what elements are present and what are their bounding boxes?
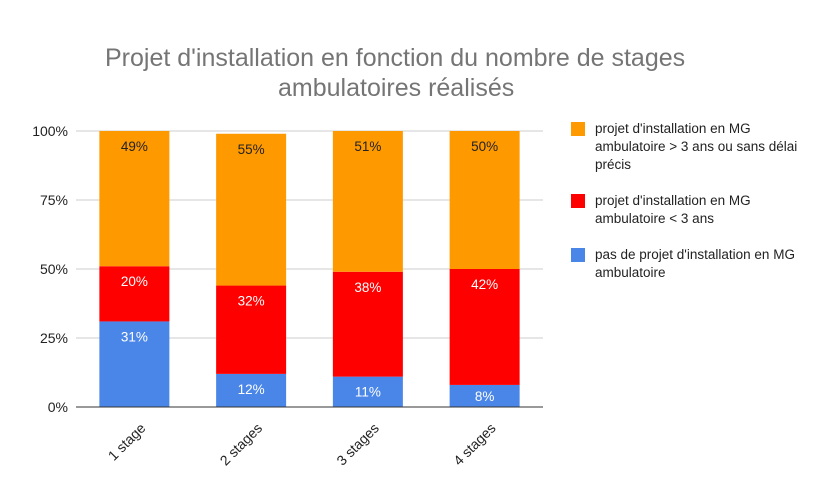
y-tick-label: 0% — [48, 399, 68, 415]
legend-item-later: projet d'installation en MG ambulatoire … — [571, 120, 811, 174]
x-tick-label: 4 stages — [450, 420, 499, 469]
data-label: 50% — [471, 139, 498, 154]
legend-label-soon: projet d'installation en MG ambulatoire … — [595, 193, 751, 226]
y-tick-label: 25% — [40, 330, 68, 346]
chart-title-line-2: ambulatoires réalisés — [278, 74, 515, 102]
legend-item-none: pas de projet d'installation en MG ambul… — [571, 246, 811, 282]
bar-segment — [99, 321, 170, 407]
data-label: 8% — [475, 389, 495, 404]
bar-segment — [99, 131, 170, 267]
x-tick-label: 3 stages — [333, 420, 382, 469]
y-tick-label: 75% — [40, 192, 68, 208]
legend: projet d'installation en MG ambulatoire … — [571, 120, 811, 300]
legend-item-soon: projet d'installation en MG ambulatoire … — [571, 192, 811, 228]
data-label: 32% — [238, 294, 265, 309]
legend-swatch-later — [571, 122, 585, 136]
bar-segment — [332, 376, 403, 407]
data-label: 31% — [121, 329, 148, 344]
data-label: 42% — [471, 277, 498, 292]
bar-segment — [216, 373, 287, 407]
y-tick-label: 50% — [40, 261, 68, 277]
chart-title-line-1: Projet d'installation en fonction du nom… — [105, 44, 686, 72]
legend-swatch-none — [571, 248, 585, 262]
bar-segment — [332, 131, 403, 272]
data-label: 51% — [354, 139, 381, 154]
bar-segment — [449, 131, 520, 269]
bar-segment — [332, 271, 403, 377]
bar-segment — [216, 133, 287, 286]
legend-label-none: pas de projet d'installation en MG ambul… — [595, 247, 795, 280]
legend-label-later: projet d'installation en MG ambulatoire … — [595, 121, 798, 172]
data-label: 11% — [355, 385, 381, 400]
data-label: 20% — [121, 274, 148, 289]
x-tick-label: 2 stages — [217, 420, 266, 469]
data-label: 55% — [238, 142, 265, 157]
data-label: 38% — [354, 280, 381, 295]
bar-segment — [449, 269, 520, 385]
bar-segment — [216, 285, 287, 374]
bar-segment — [99, 266, 170, 322]
data-label: 12% — [238, 382, 265, 397]
data-label: 49% — [121, 139, 148, 154]
bar-segment — [449, 384, 520, 407]
legend-swatch-soon — [571, 194, 585, 208]
y-tick-label: 100% — [32, 123, 68, 139]
x-tick-label: 1 stage — [105, 420, 149, 464]
